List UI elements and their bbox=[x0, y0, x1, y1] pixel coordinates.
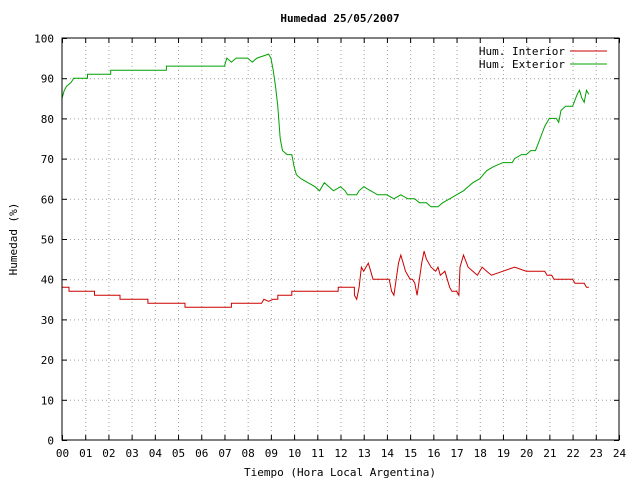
x-tick-label: 20 bbox=[520, 447, 533, 460]
x-tick-label: 17 bbox=[450, 447, 463, 460]
y-tick-label: 90 bbox=[41, 73, 54, 86]
plot-frame bbox=[61, 37, 620, 441]
y-tick-label: 10 bbox=[41, 394, 54, 407]
x-tick-label: 19 bbox=[497, 447, 510, 460]
x-tick-label: 15 bbox=[404, 447, 417, 460]
x-tick-label: 23 bbox=[590, 447, 603, 460]
series-line-exterior bbox=[61, 53, 590, 208]
x-tick-label: 13 bbox=[358, 447, 371, 460]
legend-label: Hum. Interior bbox=[479, 45, 565, 58]
x-tick-label: 10 bbox=[288, 447, 301, 460]
y-tick-label: 20 bbox=[41, 354, 54, 367]
x-tick-label: 04 bbox=[149, 447, 163, 460]
y-tick-label: 100 bbox=[34, 33, 54, 46]
grid bbox=[62, 38, 619, 440]
y-tick-label: 30 bbox=[41, 314, 54, 327]
x-tick-label: 18 bbox=[474, 447, 487, 460]
x-tick-label: 14 bbox=[381, 447, 395, 460]
x-axis-label: Tiempo (Hora Local Argentina) bbox=[244, 466, 436, 479]
axis-ticks: 00 01 02 03 04 05 06 07 08 09 10 11 12 13 14 15 16 17 18 19… bbox=[34, 33, 626, 461]
x-tick-label: 02 bbox=[102, 447, 115, 460]
y-tick-label: 60 bbox=[41, 193, 54, 206]
x-tick-label: 05 bbox=[172, 447, 185, 460]
x-tick-label: 08 bbox=[242, 447, 255, 460]
series-line-interior bbox=[62, 250, 589, 308]
x-tick-label: 03 bbox=[126, 447, 139, 460]
x-tick-label: 11 bbox=[311, 447, 324, 460]
x-tick-label: 22 bbox=[566, 447, 579, 460]
y-axis-label: Humedad (%) bbox=[7, 203, 20, 276]
y-tick-label: 40 bbox=[41, 274, 54, 287]
x-tick-label: 12 bbox=[334, 447, 347, 460]
legend-label: Hum. Exterior bbox=[479, 58, 565, 71]
x-tick-label: 24 bbox=[613, 447, 627, 460]
x-tick-label: 09 bbox=[265, 447, 278, 460]
y-tick-label: 80 bbox=[41, 113, 54, 126]
data-series bbox=[61, 53, 590, 308]
x-tick-label: 06 bbox=[195, 447, 208, 460]
x-tick-label: 00 bbox=[56, 447, 69, 460]
y-tick-label: 70 bbox=[41, 153, 54, 166]
chart-title: Humedad 25/05/2007 bbox=[280, 12, 399, 25]
x-tick-label: 16 bbox=[427, 447, 440, 460]
y-tick-label: 50 bbox=[41, 234, 54, 247]
x-tick-label: 01 bbox=[79, 447, 92, 460]
x-tick-label: 21 bbox=[543, 447, 556, 460]
y-tick-label: 0 bbox=[47, 435, 54, 448]
x-tick-label: 07 bbox=[218, 447, 231, 460]
